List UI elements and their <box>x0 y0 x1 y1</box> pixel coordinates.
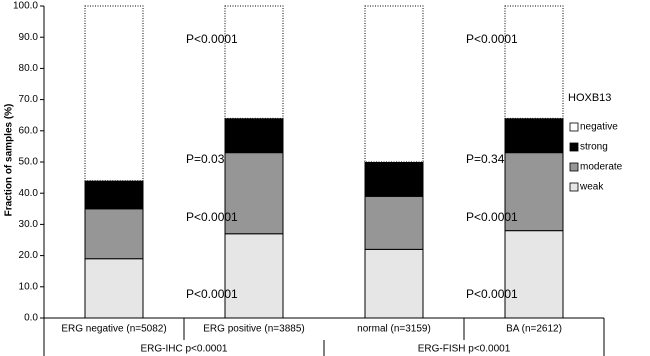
group-label: ERG-FISH p<0.0001 <box>418 344 511 355</box>
bar-segment <box>224 117 284 154</box>
bar-segment <box>224 233 284 319</box>
bar-segment <box>84 258 144 319</box>
p-value: P=0.34 <box>466 152 505 166</box>
p-value: P<0.0001 <box>186 287 238 301</box>
bar-segment <box>224 5 284 119</box>
bar-segment <box>364 195 424 250</box>
bar-segment <box>84 5 144 182</box>
p-value: P<0.0001 <box>186 32 238 46</box>
legend-label: weak <box>579 182 604 193</box>
p-value: P<0.0001 <box>186 210 238 224</box>
bar-segment <box>84 208 144 260</box>
y-axis-label: Fraction of samples (%) <box>4 104 15 217</box>
x-tick-label: ERG positive (n=3885) <box>203 324 304 335</box>
y-tick-label: 10.0 <box>19 281 39 292</box>
bar-segment <box>364 161 424 197</box>
bar-segment <box>84 180 144 210</box>
y-tick-label: 50.0 <box>19 157 39 168</box>
p-value: P=0.03 <box>186 152 225 166</box>
bar-segment <box>504 152 564 232</box>
bar-segment <box>504 5 564 119</box>
y-tick-label: 70.0 <box>19 94 39 105</box>
legend-title: HOXB13 <box>568 92 611 104</box>
legend-swatch <box>569 142 579 152</box>
legend-label: negative <box>580 122 618 133</box>
group-label: ERG-IHC p<0.0001 <box>141 344 228 355</box>
x-tick-label: ERG negative (n=5082) <box>61 324 166 335</box>
y-tick-label: 80.0 <box>19 63 39 74</box>
y-tick-label: 100.0 <box>13 1 38 12</box>
legend-swatch <box>569 122 579 132</box>
bar-segment <box>504 117 564 154</box>
bar-segment <box>364 5 424 163</box>
y-tick-label: 60.0 <box>19 125 39 136</box>
legend-swatch <box>569 162 579 172</box>
y-tick-label: 90.0 <box>19 32 39 43</box>
legend-swatch <box>569 182 579 192</box>
y-tick-label: 30.0 <box>19 219 39 230</box>
legend-label: strong <box>580 142 608 153</box>
x-tick-label: BA (n=2612) <box>506 324 562 335</box>
y-tick-label: 0.0 <box>24 313 38 324</box>
x-tick-label: normal (n=3159) <box>357 324 431 335</box>
bar-segment <box>364 248 424 319</box>
bar-segment <box>504 230 564 319</box>
p-value: P<0.0001 <box>466 32 518 46</box>
y-tick-label: 20.0 <box>19 250 39 261</box>
bar-segment <box>224 152 284 235</box>
p-value: P<0.0001 <box>466 287 518 301</box>
legend-label: moderate <box>580 162 623 173</box>
p-value: P<0.0001 <box>466 210 518 224</box>
y-tick-label: 40.0 <box>19 188 39 199</box>
